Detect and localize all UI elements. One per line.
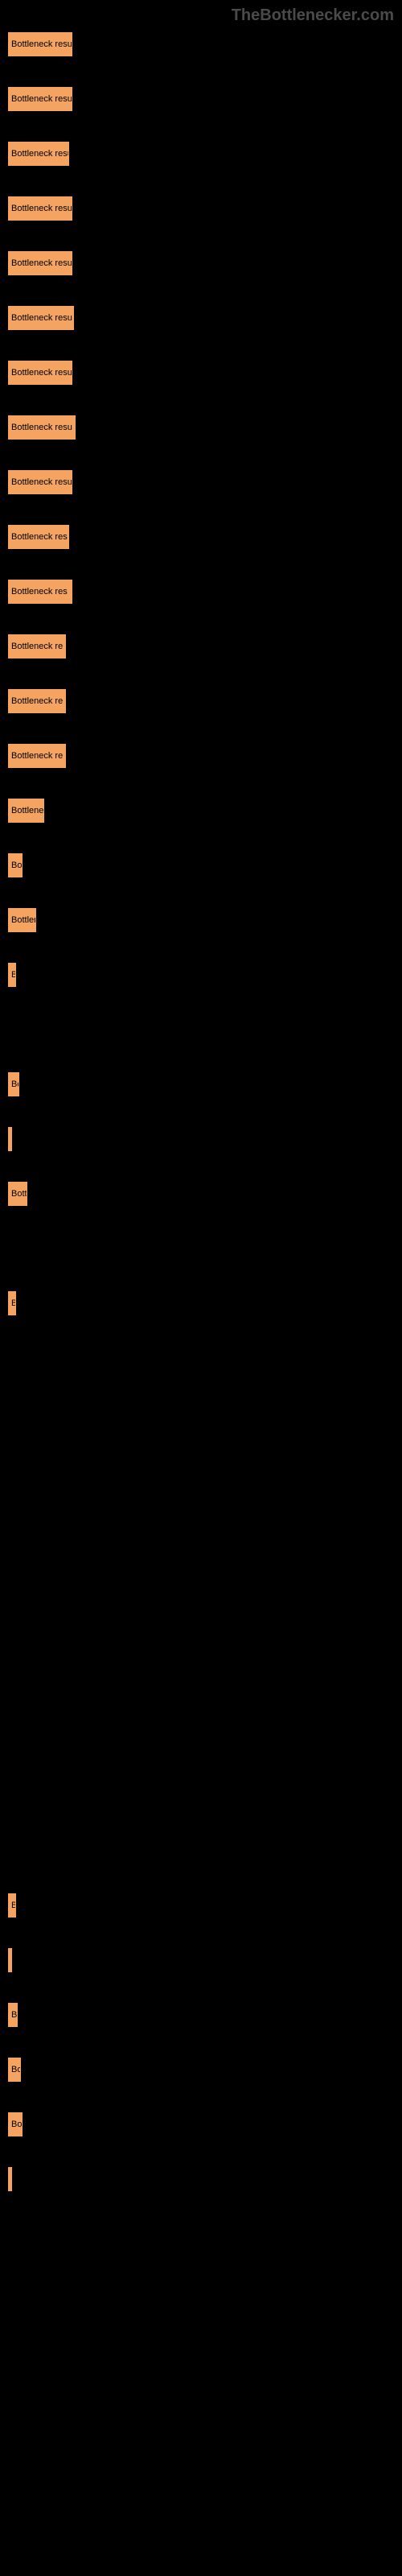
chart-bar: Bottlen [8,908,36,932]
chart-bar: Bott [8,1182,27,1206]
chart-bar: Bottleneck resu [8,361,72,385]
chart-bar: Bottleneck resu [8,306,74,330]
chart-bar: Bottleneck resu [8,142,69,166]
chart-bar: Bottlene [8,799,44,823]
chart-bar: B [8,1291,16,1315]
chart-bar: Bottleneck resu [8,470,72,494]
bar-row [8,1729,394,1753]
chart-bar: Bottleneck resu [8,415,76,440]
chart-bar [8,1127,12,1151]
bar-row: Bottleneck res [8,580,394,604]
bar-row: Bottleneck resu [8,142,394,166]
chart-bar: Bo [8,1072,19,1096]
watermark-text: TheBottlenecker.com [232,6,394,25]
chart-bar: Bottleneck re [8,689,66,713]
bar-row: B [8,963,394,987]
chart-bar: Bottleneck resu [8,251,72,275]
bar-row: Bottleneck res [8,525,394,549]
bar-row: Bottleneck resu [8,361,394,385]
chart-bar: B [8,963,16,987]
bar-row [8,1018,394,1042]
bar-row [8,1455,394,1480]
bar-row: Bo [8,2058,394,2082]
bar-row [8,1948,394,1972]
bar-row: Bo [8,2112,394,2136]
bar-row: B [8,1893,394,1918]
bar-row [8,1127,394,1151]
bar-chart: Bottleneck result Bottleneck result Bottle… [8,32,394,2222]
chart-bar: Bottleneck result [8,32,72,56]
chart-bar [8,1948,12,1972]
bar-row: Bottleneck result [8,32,394,56]
chart-bar: Bottleneck re [8,744,66,768]
bar-row [8,2167,394,2191]
chart-bar: Bottleneck re [8,634,66,658]
bar-row: Bottleneck result [8,87,394,111]
bar-row: Bottlen [8,908,394,932]
bar-row: Bottlene [8,799,394,823]
bar-row: Bottleneck resu [8,251,394,275]
bar-row: Bottleneck re [8,689,394,713]
bar-row [8,1346,394,1370]
bar-row: Bottleneck resu [8,306,394,330]
chart-bar [8,2167,12,2191]
bar-row [8,1510,394,1534]
chart-bar: Bo [8,2112,23,2136]
bar-row [8,1401,394,1425]
chart-bar: Bottleneck resu [8,196,72,221]
bar-row: Bottleneck re [8,744,394,768]
bar-row: B [8,2003,394,2027]
bar-row: Bottleneck resu [8,196,394,221]
bar-row: Bott [8,1182,394,1206]
bar-row: Bo [8,853,394,877]
bar-row: Bottleneck resu [8,415,394,440]
chart-bar: Bo [8,2058,21,2082]
bar-row [8,1236,394,1261]
chart-bar: Bottleneck res [8,580,72,604]
bar-row: Bottleneck resu [8,470,394,494]
bar-row [8,1620,394,1644]
chart-bar: B [8,2003,18,2027]
chart-bar: Bottleneck result [8,87,72,111]
bar-row: Bottleneck re [8,634,394,658]
chart-bar: Bottleneck res [8,525,69,549]
chart-bar: Bo [8,853,23,877]
chart-bar: B [8,1893,16,1918]
bar-row [8,1565,394,1589]
bar-row: Bo [8,1072,394,1096]
bar-row: B [8,1291,394,1315]
bar-row [8,1839,394,1863]
bar-row [8,1674,394,1699]
bar-row [8,1784,394,1808]
